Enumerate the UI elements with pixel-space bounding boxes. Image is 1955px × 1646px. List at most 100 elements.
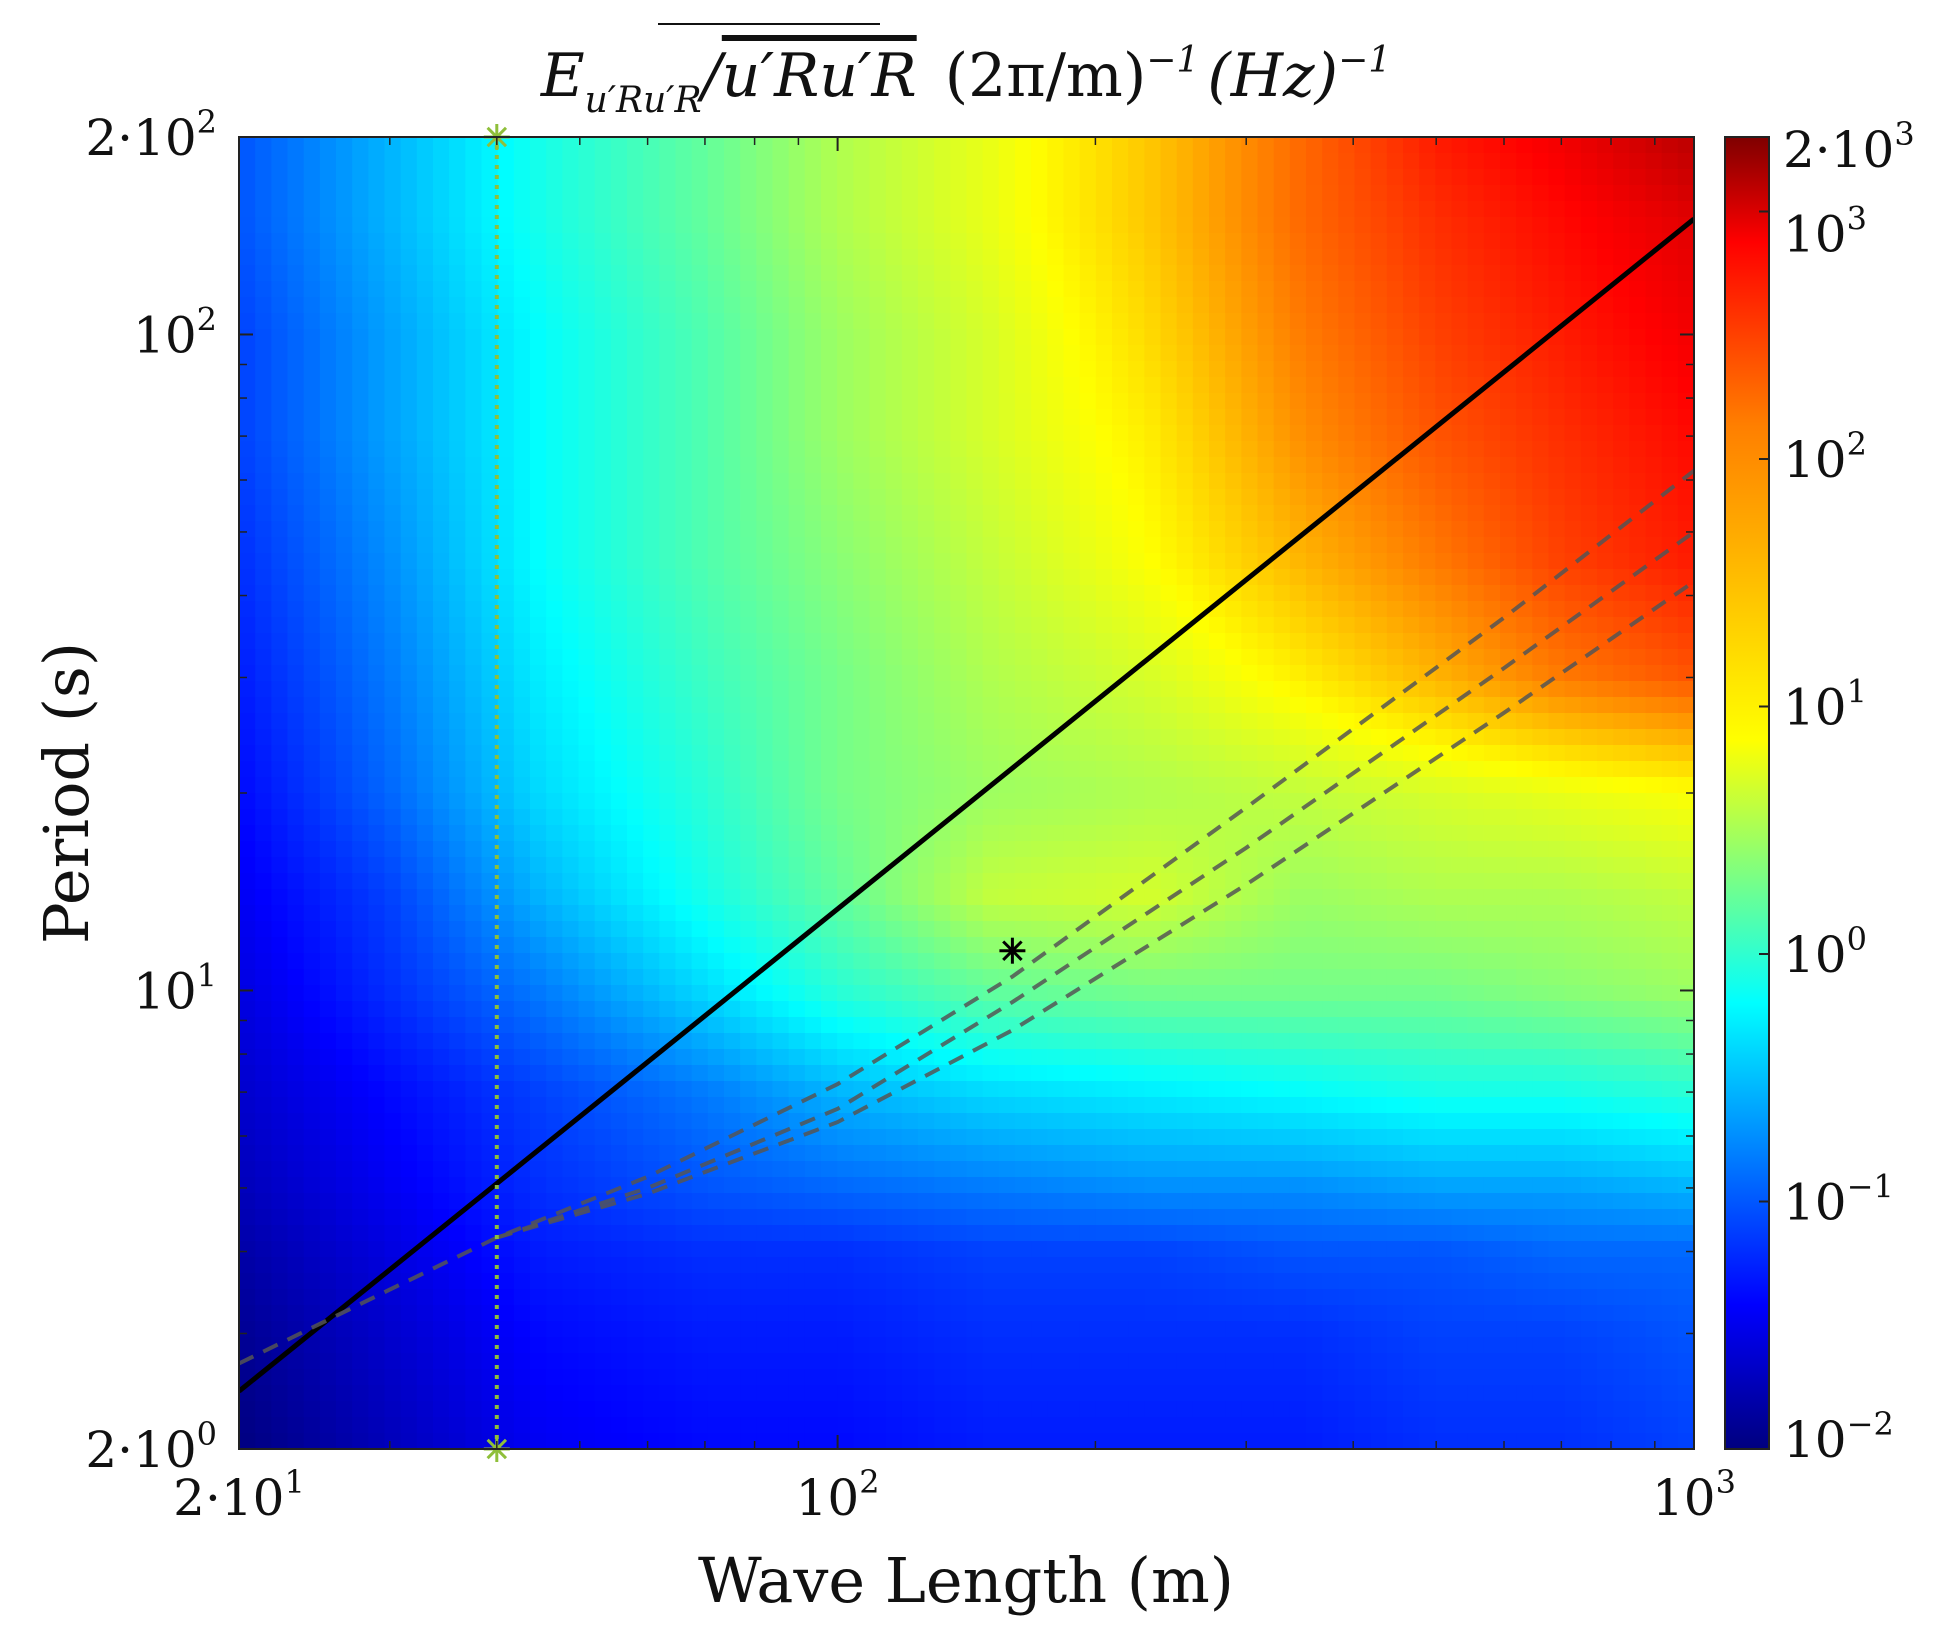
heatmap-cell xyxy=(1370,649,1388,666)
heatmap-cell xyxy=(416,217,434,234)
heatmap-cell xyxy=(724,537,741,554)
heatmap-cell xyxy=(740,809,757,826)
heatmap-cell xyxy=(1532,345,1550,362)
heatmap-cell xyxy=(1613,233,1630,250)
heatmap-cell xyxy=(465,969,483,986)
heatmap-cell xyxy=(1677,265,1694,282)
heatmap-cell xyxy=(998,553,1016,570)
heatmap-cell xyxy=(982,649,1000,666)
heatmap-cell xyxy=(1144,1001,1162,1018)
heatmap-cell xyxy=(869,777,887,794)
heatmap-cell xyxy=(1613,697,1630,714)
heatmap-cell xyxy=(643,937,660,954)
heatmap-cell xyxy=(998,729,1016,746)
heatmap-cell xyxy=(594,761,612,778)
heatmap-cell xyxy=(1500,1001,1517,1018)
heatmap-cell xyxy=(384,265,402,282)
heatmap-cell xyxy=(982,793,1000,810)
heatmap-cell xyxy=(1047,729,1065,746)
heatmap-cell xyxy=(481,153,499,170)
heatmap-cell xyxy=(1273,777,1291,794)
heatmap-cell xyxy=(578,985,596,1002)
heatmap-cell xyxy=(1597,617,1614,634)
heatmap-cell xyxy=(1306,281,1323,298)
heatmap-cell xyxy=(578,393,596,410)
heatmap-cell xyxy=(675,473,693,490)
heatmap-cell xyxy=(659,169,677,186)
heatmap-cell xyxy=(433,649,450,666)
heatmap-cell xyxy=(1564,441,1582,458)
heatmap-cell xyxy=(368,697,386,714)
heatmap-cell xyxy=(659,777,677,794)
heatmap-cell xyxy=(1079,201,1097,218)
heatmap-cell xyxy=(1015,505,1032,522)
heatmap-cell xyxy=(530,985,547,1002)
heatmap-cell xyxy=(1338,169,1356,186)
heatmap-cell xyxy=(449,889,466,906)
heatmap-cell xyxy=(1257,409,1275,426)
heatmap-cell xyxy=(869,713,887,730)
heatmap-cell xyxy=(1419,457,1436,474)
heatmap-cell xyxy=(853,905,871,922)
heatmap-cell xyxy=(1063,153,1081,170)
heatmap-cell xyxy=(918,409,935,426)
heatmap-cell xyxy=(1144,233,1162,250)
heatmap-cell xyxy=(594,457,612,474)
heatmap-cell xyxy=(1677,681,1694,698)
heatmap-cell xyxy=(756,889,774,906)
heatmap-cell xyxy=(998,873,1016,890)
heatmap-cell xyxy=(1516,1001,1533,1018)
heatmap-cell xyxy=(594,825,612,842)
heatmap-cell xyxy=(546,569,563,586)
heatmap-cell xyxy=(1257,585,1275,602)
heatmap-cell xyxy=(901,665,919,682)
heatmap-cell xyxy=(433,857,450,874)
heatmap-cell xyxy=(530,249,547,266)
heatmap-cell xyxy=(1451,969,1469,986)
heatmap-cell xyxy=(384,921,402,938)
heatmap-cell xyxy=(1516,153,1533,170)
heatmap-cell xyxy=(1419,489,1436,506)
heatmap-cell xyxy=(239,329,256,346)
heatmap-cell xyxy=(821,217,838,234)
heatmap-cell xyxy=(1483,313,1501,330)
heatmap-cell xyxy=(449,681,466,698)
heatmap-cell xyxy=(1419,697,1436,714)
heatmap-cell xyxy=(1532,697,1550,714)
heatmap-cell xyxy=(1661,297,1679,314)
heatmap-cell xyxy=(1209,393,1226,410)
heatmap-cell xyxy=(1645,489,1663,506)
heatmap-cell xyxy=(1677,505,1694,522)
heatmap-cell xyxy=(1160,169,1178,186)
heatmap-cell xyxy=(610,377,628,394)
heatmap-cell xyxy=(546,937,563,954)
heatmap-cell xyxy=(998,505,1016,522)
heatmap-cell xyxy=(319,1001,337,1018)
heatmap-cell xyxy=(352,729,369,746)
heatmap-cell xyxy=(303,905,321,922)
heatmap-cell xyxy=(804,985,822,1002)
heatmap-cell xyxy=(319,409,337,426)
heatmap-cell xyxy=(1403,825,1420,842)
heatmap-cell xyxy=(1354,537,1372,554)
heatmap-cell xyxy=(1597,249,1614,266)
heatmap-cell xyxy=(821,697,838,714)
heatmap-cell xyxy=(788,489,806,506)
heatmap-cell xyxy=(1144,681,1162,698)
heatmap-cell xyxy=(1419,745,1436,762)
heatmap-cell xyxy=(1354,873,1372,890)
heatmap-cell xyxy=(1645,537,1663,554)
heatmap-cell xyxy=(1257,313,1275,330)
heatmap-cell xyxy=(1613,457,1630,474)
heatmap-cell xyxy=(837,153,854,170)
heatmap-cell xyxy=(1128,809,1145,826)
heatmap-cell xyxy=(1095,937,1113,954)
heatmap-cell xyxy=(433,713,450,730)
heatmap-cell xyxy=(869,761,887,778)
heatmap-cell xyxy=(1063,585,1081,602)
heatmap-cell xyxy=(1548,393,1566,410)
heatmap-cell xyxy=(627,729,644,746)
heatmap-cell xyxy=(1257,777,1275,794)
heatmap-cell xyxy=(433,617,450,634)
heatmap-cell xyxy=(772,265,790,282)
